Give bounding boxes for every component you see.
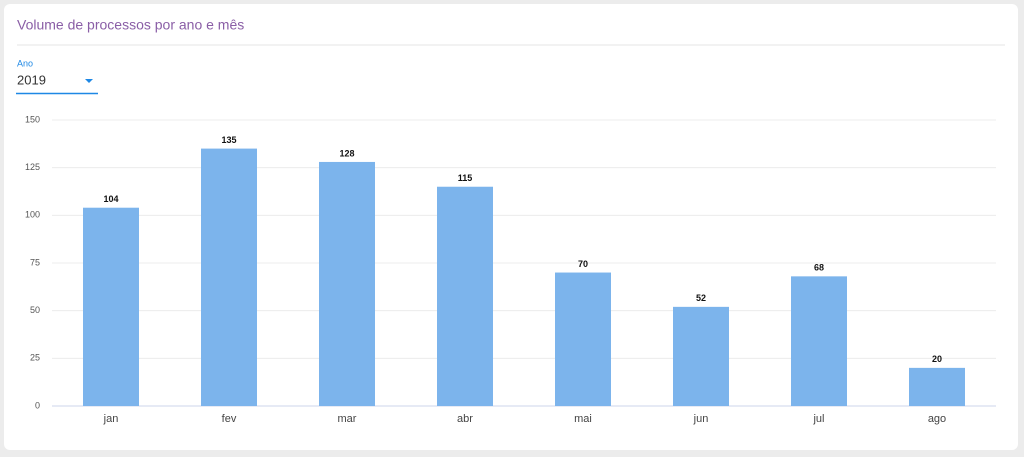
data-label: 20	[932, 354, 942, 364]
bar	[555, 272, 611, 406]
data-label: 68	[814, 263, 824, 273]
y-tick-label: 100	[25, 210, 40, 220]
x-tick-label: abr	[457, 413, 473, 425]
chart: Volume de processos por ano e mês Ano 20…	[16, 17, 1005, 425]
x-tick-label: jul	[812, 413, 824, 425]
chart-title: Volume de processos por ano e mês	[17, 17, 244, 33]
bar	[83, 207, 139, 406]
x-tick-label: fev	[222, 413, 237, 425]
y-tick-label: 75	[30, 257, 40, 267]
y-tick-label: 125	[25, 162, 40, 172]
x-tick-label: jun	[693, 413, 709, 425]
select-label: Ano	[17, 58, 33, 68]
card: Volume de processos por ano e mês Ano 20…	[4, 4, 1018, 450]
year-select[interactable]: Ano 2019	[16, 58, 98, 95]
y-tick-label: 150	[25, 114, 40, 124]
select-value: 2019	[17, 72, 46, 87]
select-caret	[85, 79, 93, 83]
data-label: 104	[103, 194, 118, 204]
x-tick-label: mar	[338, 413, 357, 425]
bar	[909, 367, 965, 406]
y-tick-label: 0	[35, 400, 40, 410]
x-tick-label: mai	[574, 413, 592, 425]
data-label: 135	[221, 135, 236, 145]
bar	[319, 161, 375, 406]
bar	[673, 306, 729, 406]
x-tick-label: ago	[928, 413, 946, 425]
data-label: 115	[458, 173, 473, 183]
y-tick-label: 50	[30, 305, 40, 315]
bar	[791, 276, 847, 406]
x-tick-label: jan	[103, 413, 119, 425]
bar	[201, 148, 257, 406]
y-tick-label: 25	[30, 353, 40, 363]
data-label: 70	[578, 259, 588, 269]
data-label: 128	[339, 148, 354, 158]
data-label: 52	[696, 293, 706, 303]
bar	[437, 186, 493, 406]
